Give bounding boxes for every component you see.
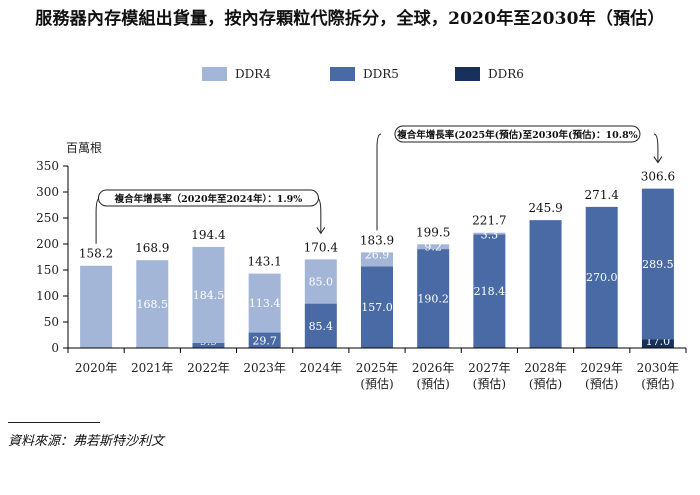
y-tick-label: 0 xyxy=(51,341,59,355)
bar-total-label: 183.9 xyxy=(360,233,394,247)
bar-ddr5 xyxy=(585,206,618,348)
bar-value-label-ddr5: 289.5 xyxy=(642,258,674,271)
y-axis-unit-label: 百萬根 xyxy=(66,141,102,155)
y-tick-label: 300 xyxy=(36,185,59,199)
x-tick-label: 2020年 xyxy=(75,361,118,375)
bar-ddr4 xyxy=(417,244,450,250)
x-tick-sublabel: (預估) xyxy=(641,377,674,391)
chart-title: 服務器內存模組出貨量，按內存顆粒代際拆分，全球，2020年至2030年（預估） xyxy=(35,9,665,29)
y-tick-label: 100 xyxy=(36,289,59,303)
bar-total-label: 143.1 xyxy=(247,255,281,269)
cagr-box xyxy=(394,125,641,143)
bar-value-label-ddr5: 270.0 xyxy=(586,271,618,284)
bar-total-label: 194.4 xyxy=(191,228,226,242)
y-axis: 百萬根 0 50 100 150 200 250 300 350 xyxy=(36,141,102,355)
source-note: 資料來源：弗若斯特沙利文 xyxy=(8,434,165,449)
bar-ddr5 xyxy=(641,188,674,340)
x-axis: 2020年 2021年 2022年 2023年 2024年 2025年 (預估) 2026年 (… xyxy=(67,347,687,391)
bar-value-label-ddr4: 184.5 xyxy=(193,289,225,302)
cagr-arrowhead xyxy=(316,227,326,235)
bar-total-label: 221.7 xyxy=(472,214,506,228)
legend: DDR4 DDR5 DDR6 xyxy=(202,67,524,81)
x-tick-label: 2024年 xyxy=(300,361,343,375)
legend-swatch-ddr6 xyxy=(455,67,480,81)
cagr-box xyxy=(97,189,319,207)
cagr-text: 複合年增長率(2025年(預估)至2030年(預估)：10.8% xyxy=(396,129,638,141)
bar-ddr4 xyxy=(473,232,506,235)
x-tick-sublabel: (預估) xyxy=(529,377,562,391)
cagr-connector-right xyxy=(653,133,659,163)
x-tick-sublabel: (預估) xyxy=(416,377,449,391)
source-rule xyxy=(8,422,100,423)
bar-ddr5 xyxy=(192,342,225,348)
bar-value-label-ddr4: 3.3 xyxy=(481,229,499,242)
bar-ddr4 xyxy=(361,252,393,267)
bar-value-label-ddr4: 113.4 xyxy=(249,297,281,310)
bar-value-label-ddr4: 85.0 xyxy=(309,275,334,288)
bar-value-label-ddr4: 26.9 xyxy=(365,248,390,261)
x-tick-label: 2026年 xyxy=(412,361,455,375)
bar-value-label-ddr5: 190.2 xyxy=(417,293,449,306)
bar-value-label-ddr5: 157.0 xyxy=(361,301,393,314)
bar-ddr4 xyxy=(304,259,337,304)
x-tick-sublabel: (預估) xyxy=(585,377,618,391)
cagr-connector-left xyxy=(376,133,382,231)
bar-ddr5 xyxy=(417,249,450,348)
cagr-text: 複合年增長率（2020年至2024年）：1.9% xyxy=(114,193,303,205)
y-tick-label: 50 xyxy=(44,315,59,329)
bar-ddr4 xyxy=(248,273,281,333)
bar-value-label-ddr4: 168.5 xyxy=(137,298,169,311)
x-tick-label: 2027年 xyxy=(468,361,511,375)
y-tick-label: 250 xyxy=(36,211,59,225)
bar-total-label: 271.4 xyxy=(585,188,620,202)
x-tick-label: 2023年 xyxy=(243,361,286,375)
bar-total-label: 158.2 xyxy=(79,247,113,261)
bars: 158.20.4168.5168.99.9184.5194.429.7113.4… xyxy=(79,170,675,348)
x-tick-sublabel: (預估) xyxy=(360,377,393,391)
bar-total-label: 245.9 xyxy=(528,201,562,215)
bar-ddr5 xyxy=(529,220,562,348)
x-tick-sublabel: (預估) xyxy=(473,377,506,391)
x-tick-label: 2021年 xyxy=(131,361,174,375)
y-tick-label: 200 xyxy=(36,237,59,251)
bar-value-label-ddr5: 218.4 xyxy=(474,285,506,298)
bar-ddr4 xyxy=(136,260,169,348)
cagr-connector-left xyxy=(95,197,101,244)
bar-ddr4 xyxy=(192,246,225,343)
x-tick-label: 2025年 xyxy=(356,361,399,375)
legend-label-ddr5: DDR5 xyxy=(363,67,399,81)
x-tick-label: 2022年 xyxy=(187,361,230,375)
bar-ddr4 xyxy=(80,265,113,348)
legend-swatch-ddr4 xyxy=(202,67,227,81)
bar-ddr5 xyxy=(361,266,393,348)
x-tick-label: 2030年 xyxy=(637,361,680,375)
stacked-bar-chart: DDR4 DDR5 DDR6 百萬根 0 50 100 150 200 250 300 350 15… xyxy=(36,67,687,391)
x-tick-label: 2029年 xyxy=(580,361,623,375)
bar-ddr5 xyxy=(304,303,337,348)
bar-total-label: 168.9 xyxy=(135,241,169,255)
bar-total-label: 306.6 xyxy=(641,170,675,184)
bar-value-label-ddr4: 9.2 xyxy=(424,240,442,253)
bar-total-label: 170.4 xyxy=(304,240,339,254)
cagr-annotations: 複合年增長率（2020年至2024年）：1.9% 複合年增長率(2025年(預估)… xyxy=(95,125,663,244)
cagr-arrowhead xyxy=(653,156,663,164)
bar-ddr5 xyxy=(473,234,506,348)
legend-swatch-ddr5 xyxy=(330,67,355,81)
bar-value-label-ddr5: 85.4 xyxy=(309,320,334,333)
bar-value-label-ddr5: 29.7 xyxy=(252,334,277,347)
bar-total-label: 199.5 xyxy=(416,225,450,239)
legend-label-ddr6: DDR6 xyxy=(488,67,524,81)
legend-label-ddr4: DDR4 xyxy=(235,67,271,81)
x-tick-label: 2028年 xyxy=(524,361,567,375)
y-tick-label: 350 xyxy=(36,159,59,173)
y-tick-label: 150 xyxy=(36,263,59,277)
bar-ddr6 xyxy=(641,339,674,348)
bar-ddr5 xyxy=(248,332,281,348)
